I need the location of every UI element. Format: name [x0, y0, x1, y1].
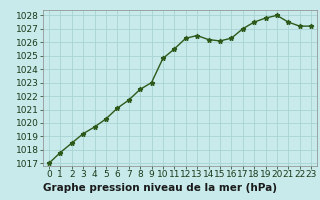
Text: Graphe pression niveau de la mer (hPa): Graphe pression niveau de la mer (hPa)	[43, 183, 277, 193]
